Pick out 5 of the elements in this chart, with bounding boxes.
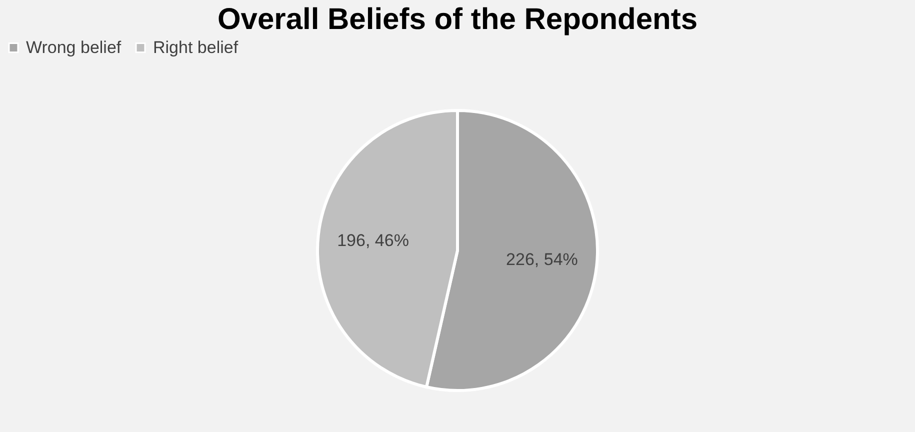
data-label: 196, 46% [337, 231, 409, 250]
legend-label: Wrong belief [26, 38, 122, 57]
legend-label: Right belief [153, 38, 238, 57]
data-label: 226, 54% [506, 250, 578, 269]
chart-title: Overall Beliefs of the Repondents [217, 3, 698, 36]
